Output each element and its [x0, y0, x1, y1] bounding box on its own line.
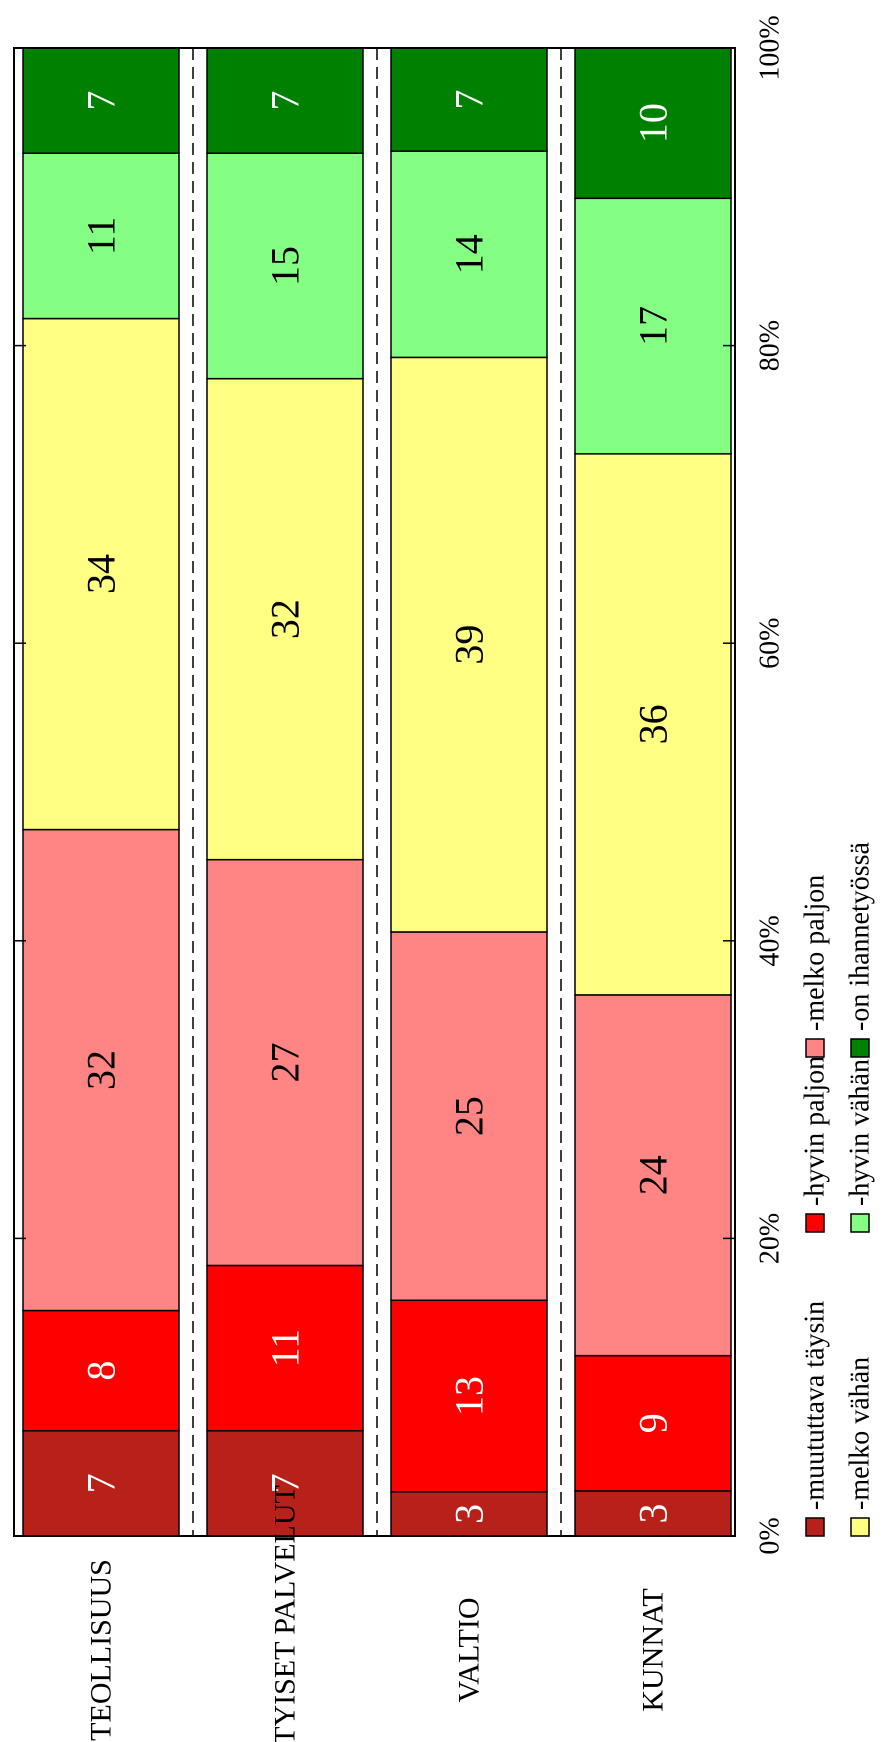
value-axis-tick-labels: 0% 20% 40% 60% 80% 100% — [755, 15, 786, 1554]
category-separators — [192, 48, 562, 1536]
segment-value-label: 9 — [631, 1413, 676, 1433]
bar-segment — [206, 377, 364, 861]
bar-segment — [206, 47, 364, 154]
segment-value-label: 7 — [263, 91, 308, 111]
legend-swatch — [805, 1038, 825, 1058]
legend-label: -hyvin paljon — [800, 1056, 831, 1206]
axis-tick-label: 100% — [755, 15, 786, 80]
category-label: VALTIO — [453, 1597, 486, 1702]
segment-value-label: 17 — [631, 306, 676, 346]
bar-segment — [22, 152, 180, 320]
legend-label: -melko vähän — [845, 1357, 876, 1510]
legend-label: -hyvin vähän — [845, 1059, 876, 1206]
segment-value-label: 32 — [263, 599, 308, 639]
legend-swatch — [805, 1213, 825, 1233]
segment-value-label: 11 — [79, 217, 124, 256]
bar-segment — [390, 356, 548, 933]
legend-swatch — [850, 1038, 870, 1058]
legend-swatch — [805, 1517, 825, 1537]
axis-tick-label: 60% — [755, 618, 786, 669]
plot-frame — [13, 47, 736, 1537]
bar-segment — [574, 1490, 732, 1537]
axis-tick-label: 0% — [755, 1517, 786, 1554]
segment-value-label: 39 — [447, 625, 492, 665]
segment-value-label: 25 — [447, 1096, 492, 1136]
bar-segment — [206, 152, 364, 380]
category-label: YKSITYISET PALVELUT — [269, 1485, 302, 1742]
legend-label: -melko paljon — [800, 875, 831, 1031]
axis-tick-label: 80% — [755, 320, 786, 371]
value-axis-ticks — [14, 47, 735, 1537]
category-labels: TEOLLISUUS YKSITYISET PALVELUT VALTIO KUNNA… — [85, 1485, 670, 1742]
segment-value-label: 3 — [631, 1503, 676, 1523]
segment-value-label: 10 — [631, 103, 676, 143]
legend-label: -on ihannetyössä — [845, 841, 876, 1031]
bar-segment — [574, 994, 732, 1357]
segment-value-label: 13 — [447, 1376, 492, 1416]
bar-segment — [22, 47, 180, 154]
bar-segment — [574, 197, 732, 455]
segment-value-label: 11 — [263, 1329, 308, 1368]
segment-value-label: 32 — [79, 1050, 124, 1090]
axis-tick-label: 40% — [755, 915, 786, 966]
legend: -muututtava täysin -hyvin paljon -melko pa… — [800, 841, 876, 1537]
legend-label: -muututtava täysin — [800, 1301, 831, 1510]
segment-value-label: 7 — [79, 91, 124, 111]
segment-value-label: 8 — [79, 1361, 124, 1381]
bar-segment — [206, 858, 364, 1267]
segment-value-label: 3 — [447, 1504, 492, 1524]
segment-value-label: 34 — [79, 554, 124, 594]
bar-segment — [390, 931, 548, 1302]
bar-segment — [574, 47, 732, 200]
bar-segment — [390, 47, 548, 152]
segment-value-label: 36 — [631, 704, 676, 744]
segment-value-label: 24 — [631, 1155, 676, 1195]
category-label: KUNNAT — [637, 1588, 670, 1711]
segment-value-label: 7 — [79, 1473, 124, 1493]
bar-segments — [22, 47, 732, 1537]
bar-segment — [22, 317, 180, 831]
bar-segment — [574, 1354, 732, 1492]
legend-swatch — [850, 1517, 870, 1537]
bar-segment — [22, 1430, 180, 1537]
segment-value-label: 7 — [263, 1473, 308, 1493]
bar-segment — [206, 1264, 364, 1432]
segment-value-label: 15 — [263, 246, 308, 286]
category-label: TEOLLISUUS — [85, 1559, 118, 1741]
segment-value-label: 27 — [263, 1043, 308, 1083]
segment-value-label: 7 — [447, 90, 492, 110]
legend-swatch — [850, 1213, 870, 1233]
bar-segment — [390, 150, 548, 359]
bar-segment — [22, 1309, 180, 1432]
segment-value-label: 14 — [447, 234, 492, 274]
axis-tick-label: 20% — [755, 1213, 786, 1264]
